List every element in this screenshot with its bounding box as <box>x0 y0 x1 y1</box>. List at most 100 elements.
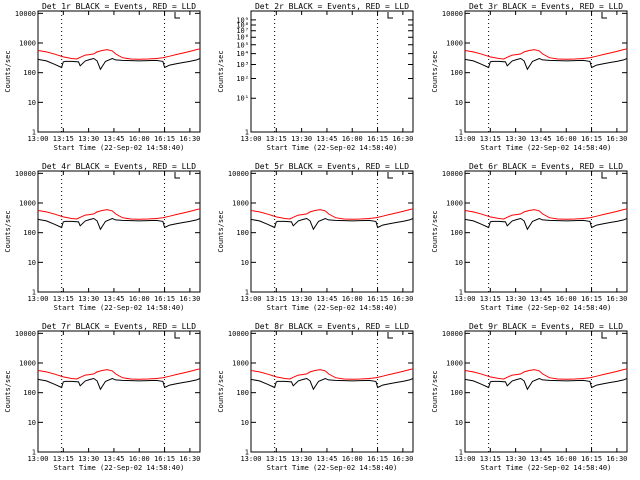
y-axis-label: Counts/sec <box>431 50 439 92</box>
x-axis-label: Start Time (22-Sep-02 14:58:40) <box>481 464 612 472</box>
x-axis-label: Start Time (22-Sep-02 14:58:40) <box>54 144 185 152</box>
x-tick-label: 13:00 <box>27 135 48 143</box>
x-tick-label: 13:00 <box>240 135 261 143</box>
x-tick-label: 13:15 <box>480 135 501 143</box>
events-series-line <box>464 377 628 391</box>
x-tick-label: 16:00 <box>129 295 150 303</box>
x-tick-label: 13:15 <box>53 295 74 303</box>
x-tick-label: 16:30 <box>392 455 413 463</box>
y-tick-label: 100 <box>23 229 36 237</box>
y-tick-label: 10⁷ <box>236 27 249 35</box>
y-tick-label: 1 <box>245 449 249 457</box>
corner-marker <box>387 332 393 339</box>
y-tick-label: 10 <box>241 259 249 267</box>
lld-series-line <box>250 368 414 380</box>
y-axis-label: Counts/sec <box>217 210 225 252</box>
y-axis-label: Counts/sec <box>4 50 12 92</box>
plot-frame <box>37 10 201 133</box>
y-tick-label: 1 <box>245 129 249 137</box>
y-tick-label: 1000 <box>446 40 463 48</box>
y-tick-label: 10⁸ <box>236 22 249 30</box>
y-tick-label: 100 <box>23 69 36 77</box>
x-axis-label: Start Time (22-Sep-02 14:58:40) <box>267 464 398 472</box>
y-tick-label: 1 <box>459 129 463 137</box>
y-tick-label: 10¹ <box>236 95 249 103</box>
x-axis-label: Start Time (22-Sep-02 14:58:40) <box>267 304 398 312</box>
y-tick-label: 100 <box>450 229 463 237</box>
x-tick-label: 16:15 <box>367 455 388 463</box>
panel-5: Det 5r BLACK = Events, RED = LLD 13:00 13:… <box>217 162 414 312</box>
x-axis-label: Start Time (22-Sep-02 14:58:40) <box>267 144 398 152</box>
x-tick-label: 13:30 <box>505 455 526 463</box>
y-axis-label: Counts/sec <box>431 210 439 252</box>
panel-2: Det 2r BLACK = Events, RED = LLD 13:00 13:… <box>217 2 414 152</box>
plot-frame <box>464 170 628 293</box>
corner-marker <box>174 172 180 179</box>
x-tick-label: 13:30 <box>78 295 99 303</box>
panel-title: Det 1r BLACK = Events, RED = LLD <box>42 2 196 11</box>
y-tick-label: 1000 <box>232 360 249 368</box>
y-tick-label: 10⁵ <box>236 41 249 49</box>
y-axis-label: Counts/sec <box>4 370 12 412</box>
x-tick-label: 16:00 <box>556 135 577 143</box>
plot-frame <box>37 330 201 453</box>
x-tick-label: 13:15 <box>266 135 287 143</box>
y-tick-label: 1000 <box>19 200 36 208</box>
panel-title: Det 6r BLACK = Events, RED = LLD <box>469 162 623 171</box>
panel-title: Det 4r BLACK = Events, RED = LLD <box>42 162 196 171</box>
y-tick-label: 10⁴ <box>236 50 249 58</box>
x-tick-label: 16:30 <box>392 135 413 143</box>
corner-marker <box>601 12 607 19</box>
x-tick-label: 16:00 <box>129 455 150 463</box>
x-axis-label: Start Time (22-Sep-02 14:58:40) <box>54 304 185 312</box>
panel-title: Det 5r BLACK = Events, RED = LLD <box>255 162 409 171</box>
x-tick-label: 16:15 <box>367 295 388 303</box>
y-tick-label: 10² <box>236 75 249 83</box>
y-tick-label: 1 <box>245 289 249 297</box>
y-tick-label: 10000 <box>15 330 36 338</box>
corner-marker <box>387 12 393 19</box>
plot-frame <box>464 10 628 133</box>
y-tick-label: 10000 <box>15 10 36 18</box>
x-tick-label: 13:00 <box>240 295 261 303</box>
y-tick-label: 1000 <box>446 360 463 368</box>
y-tick-label: 10000 <box>442 330 463 338</box>
x-tick-label: 16:00 <box>556 295 577 303</box>
x-tick-label: 16:15 <box>581 455 602 463</box>
events-series-line <box>37 377 201 391</box>
x-tick-label: 13:30 <box>78 455 99 463</box>
lld-series-line <box>37 368 201 380</box>
x-tick-label: 16:15 <box>154 135 175 143</box>
corner-marker <box>601 172 607 179</box>
x-tick-label: 13:30 <box>291 455 312 463</box>
y-tick-label: 10 <box>28 259 36 267</box>
y-tick-label: 100 <box>236 229 249 237</box>
y-tick-label: 10 <box>455 259 463 267</box>
x-tick-label: 13:15 <box>266 455 287 463</box>
x-tick-label: 16:30 <box>392 295 413 303</box>
x-tick-label: 16:00 <box>556 455 577 463</box>
y-tick-label: 100 <box>236 389 249 397</box>
x-tick-label: 16:15 <box>581 135 602 143</box>
events-series-line <box>250 217 414 231</box>
y-tick-label: 100 <box>450 69 463 77</box>
plot-frame <box>37 170 201 293</box>
lld-series-line <box>250 208 414 220</box>
lld-series-line <box>37 48 201 60</box>
panel-7: Det 7r BLACK = Events, RED = LLD 13:00 13:… <box>4 322 201 472</box>
x-axis-label: Start Time (22-Sep-02 14:58:40) <box>481 304 612 312</box>
x-tick-label: 16:15 <box>154 455 175 463</box>
panel-title: Det 2r BLACK = Events, RED = LLD <box>255 2 409 11</box>
x-tick-label: 13:15 <box>266 295 287 303</box>
x-tick-label: 13:15 <box>53 455 74 463</box>
x-tick-label: 13:30 <box>78 135 99 143</box>
corner-marker <box>387 172 393 179</box>
y-tick-label: 1000 <box>19 40 36 48</box>
x-tick-label: 13:45 <box>103 455 124 463</box>
events-series-line <box>464 57 628 71</box>
y-tick-label: 10000 <box>15 170 36 178</box>
panel-9: Det 9r BLACK = Events, RED = LLD 13:00 13:… <box>431 322 628 472</box>
x-tick-label: 16:30 <box>606 135 627 143</box>
y-tick-label: 100 <box>450 389 463 397</box>
x-tick-label: 13:45 <box>316 295 337 303</box>
